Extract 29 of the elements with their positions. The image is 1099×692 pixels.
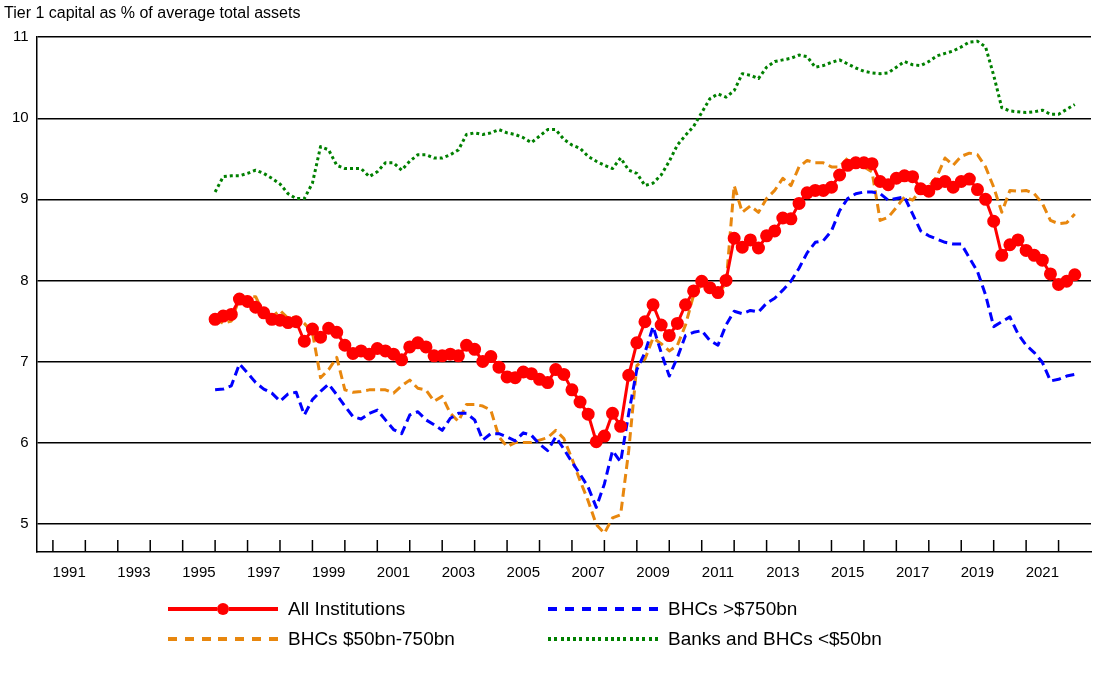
y-tick-label: 10 bbox=[12, 108, 29, 126]
x-tick-label: 2013 bbox=[766, 563, 800, 581]
x-tick-label: 2019 bbox=[960, 563, 995, 581]
x-tick-label: 1999 bbox=[311, 563, 346, 581]
y-tick-label: 11 bbox=[13, 27, 29, 45]
x-tick-label: 1991 bbox=[52, 563, 86, 581]
x-tick-label: 2007 bbox=[571, 563, 605, 581]
x-tick-label: 2021 bbox=[1025, 563, 1060, 581]
x-tick-label: 2003 bbox=[441, 563, 476, 581]
y-tick-label: 5 bbox=[20, 513, 29, 531]
x-tick-label: 1995 bbox=[182, 563, 216, 581]
line-series bbox=[213, 39, 1077, 201]
x-tick-label: 2001 bbox=[376, 563, 411, 581]
legend-label: Banks and BHCs <$50bn bbox=[668, 628, 882, 650]
y-tick-label: 9 bbox=[20, 189, 29, 207]
x-tick-label: 2017 bbox=[895, 563, 930, 581]
x-tick-label: 1993 bbox=[117, 563, 151, 581]
y-tick-label: 8 bbox=[20, 270, 29, 288]
chart-title: Tier 1 capital as % of average total assets bbox=[4, 4, 301, 22]
x-tick-label: 2011 bbox=[701, 563, 735, 581]
x-tick-label: 2005 bbox=[506, 563, 540, 581]
y-tick-label: 7 bbox=[20, 351, 29, 369]
y-tick-label: 6 bbox=[20, 432, 29, 450]
legend-label: BHCs >$750bn bbox=[668, 598, 798, 620]
x-tick-label: 2015 bbox=[831, 563, 865, 581]
x-tick-label: 1997 bbox=[247, 563, 281, 581]
legend-label: All Institutions bbox=[288, 598, 406, 620]
legend-label: BHCs $50bn-750bn bbox=[288, 628, 455, 650]
x-tick-label: 2009 bbox=[636, 563, 670, 581]
